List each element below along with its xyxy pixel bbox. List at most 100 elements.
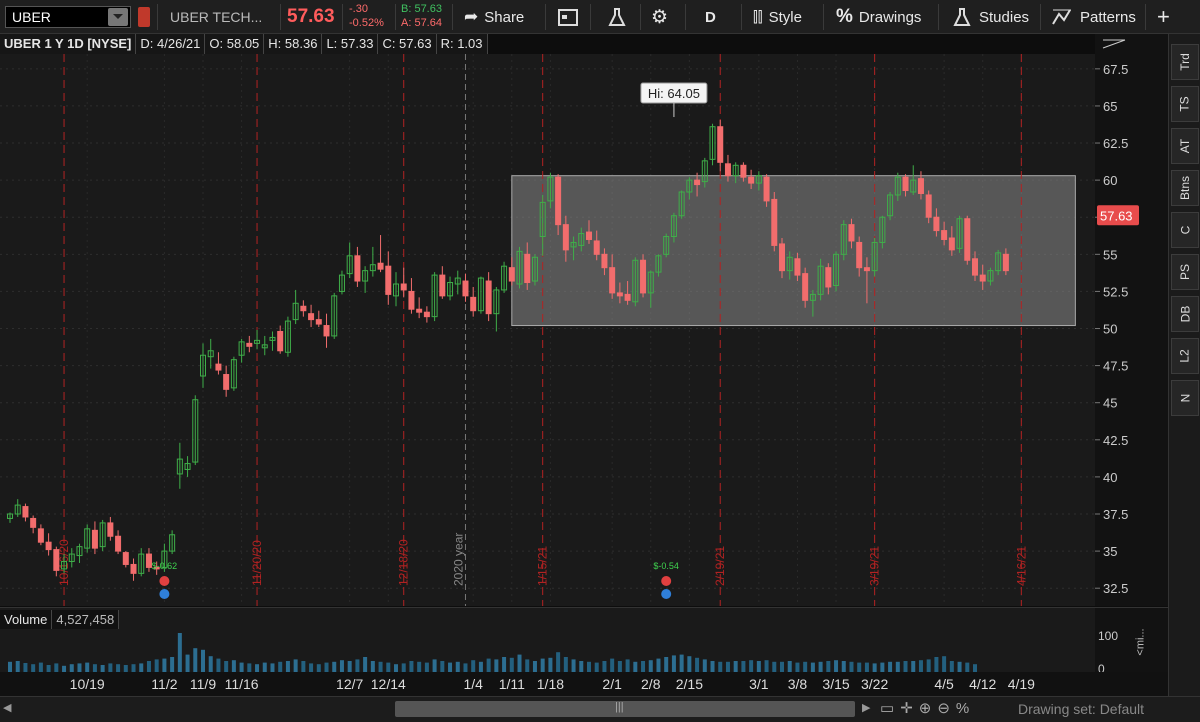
sidebar-tab-c[interactable]: C xyxy=(1171,212,1199,248)
candle-body xyxy=(269,336,276,341)
sidebar-tab-db[interactable]: DB xyxy=(1171,296,1199,332)
candle-body xyxy=(809,293,816,301)
sidebar-tab-n[interactable]: N xyxy=(1171,380,1199,416)
candle-body xyxy=(709,126,716,160)
flask-button[interactable] xyxy=(608,0,626,34)
volume-collapse-tab[interactable]: <mi... xyxy=(1135,614,1161,670)
symbol-input[interactable]: UBER xyxy=(5,6,131,28)
drawing-set-label[interactable]: Drawing set: Default xyxy=(1018,701,1145,717)
candle-body xyxy=(169,534,176,552)
price-tick-label: 40 xyxy=(1103,470,1117,485)
candle-body xyxy=(948,237,955,251)
candle-body xyxy=(694,179,701,186)
scroll-thumb[interactable]: ||| xyxy=(395,701,855,717)
sidebar-tab-trd[interactable]: Trd xyxy=(1171,44,1199,80)
price-tick-label: 45 xyxy=(1103,396,1117,411)
volume-bar xyxy=(810,662,815,673)
volume-bar xyxy=(641,661,646,673)
candle-body xyxy=(624,293,631,301)
volume-bar xyxy=(594,662,599,673)
volume-panel[interactable]: Volume 4,527,458 xyxy=(0,607,1095,673)
candle-body xyxy=(300,305,307,312)
info-open: O: 58.05 xyxy=(205,34,265,54)
volume-bar xyxy=(193,648,198,673)
zoom-out-icon[interactable]: ⊖ xyxy=(937,700,956,717)
volume-bar xyxy=(448,662,453,673)
scroll-right-icon[interactable]: ▶ xyxy=(862,702,871,714)
sidebar-tab-label: TS xyxy=(1178,96,1192,112)
volume-bar xyxy=(942,656,947,673)
date-tick-label: 4/5 xyxy=(934,676,954,692)
candle-body xyxy=(779,243,785,272)
candle-body xyxy=(833,253,840,286)
sidebar-tab-ps[interactable]: PS xyxy=(1171,254,1199,290)
symbol-dropdown-button[interactable] xyxy=(108,8,128,26)
range-box xyxy=(511,175,1076,327)
price-axis[interactable]: 32.53537.54042.54547.55052.55557.56062.5… xyxy=(1095,34,1168,606)
candle-body xyxy=(277,330,284,352)
volume-bar xyxy=(177,633,182,673)
date-axis[interactable]: 10/19 11/2 11/9 11/16 12/7 12/14 1/4 1/11 1/18 2/… xyxy=(0,672,1168,696)
candle-body xyxy=(76,546,83,557)
candle-body xyxy=(122,552,129,565)
candle-body xyxy=(686,179,693,193)
event-line-label: 12/18/20 xyxy=(397,539,411,586)
settings-button[interactable]: ⚙ xyxy=(651,0,668,34)
style-button[interactable]: ⫿⫿ Style xyxy=(753,0,802,34)
alert-flag-icon[interactable] xyxy=(138,7,150,27)
percent-icon[interactable]: % xyxy=(955,700,976,717)
company-name: UBER TECH... xyxy=(170,9,263,25)
volume-bar xyxy=(154,659,159,673)
candle-body xyxy=(887,194,894,217)
candle-body xyxy=(115,535,122,552)
period-button[interactable]: D xyxy=(705,0,716,34)
gear-icon: ⚙ xyxy=(651,6,669,28)
calendar-button[interactable] xyxy=(558,0,578,34)
volume-bar xyxy=(926,659,931,673)
volume-bar xyxy=(864,662,869,673)
price-chart[interactable]: 2020 year 10/16/20 11/20/20 12/18/20 1/15/21… xyxy=(0,54,1095,606)
sidebar-tab-at[interactable]: AT xyxy=(1171,128,1199,164)
zoom-in-icon[interactable]: ⊕ xyxy=(918,700,938,717)
volume-bar xyxy=(316,664,321,673)
candle-body xyxy=(917,178,924,194)
volume-bar xyxy=(401,663,406,673)
fit-icon[interactable]: ▭ xyxy=(880,700,901,717)
volume-axis: 100 0 <mi... xyxy=(1095,607,1168,676)
scroll-left-icon[interactable]: ◀ xyxy=(3,702,12,714)
candle-body xyxy=(30,517,37,528)
chart-info-bar: UBER 1 Y 1D [NYSE] D: 4/26/21 O: 58.05 H… xyxy=(0,34,1095,54)
sidebar-tab-l2[interactable]: L2 xyxy=(1171,338,1199,374)
patterns-button[interactable]: Patterns xyxy=(1052,0,1136,34)
patterns-icon xyxy=(1052,9,1071,25)
volume-value: 4,527,458 xyxy=(52,610,120,629)
volume-bar xyxy=(895,661,900,673)
candle-body xyxy=(393,283,399,297)
crosshair-icon[interactable]: ✛ xyxy=(900,700,919,717)
studies-button[interactable]: Studies xyxy=(953,0,1029,34)
horizontal-scrollbar[interactable]: ◀ ||| ▶ ▭✛⊕⊖% Drawing set: Default xyxy=(0,696,1200,722)
date-tick-label: 2/8 xyxy=(641,676,661,692)
sidebar-tab-btns[interactable]: Btns xyxy=(1171,170,1199,206)
date-tick-label: 3/22 xyxy=(861,676,888,692)
sidebar-tab-ts[interactable]: TS xyxy=(1171,86,1199,122)
drawings-button[interactable]: % Drawings xyxy=(836,0,921,34)
date-tick-label: 3/15 xyxy=(822,676,849,692)
volume-bar xyxy=(23,663,28,673)
price-tick-label: 67.5 xyxy=(1103,62,1128,77)
volume-bar xyxy=(494,659,499,673)
candle-body xyxy=(856,241,863,269)
candle-body xyxy=(925,194,932,218)
sidebar-tab-label: Trd xyxy=(1178,53,1192,71)
volume-bar xyxy=(285,661,290,673)
volume-bar xyxy=(787,661,792,673)
candle-body xyxy=(817,265,824,295)
add-button[interactable]: + xyxy=(1157,0,1170,34)
share-button[interactable]: ➦ Share xyxy=(464,0,524,34)
year-line-label: 2020 year xyxy=(451,533,465,586)
date-tick-label: 11/9 xyxy=(190,676,216,692)
drawings-label: Drawings xyxy=(858,8,922,26)
candle-body xyxy=(995,252,1002,272)
last-price-tag xyxy=(1097,205,1139,226)
